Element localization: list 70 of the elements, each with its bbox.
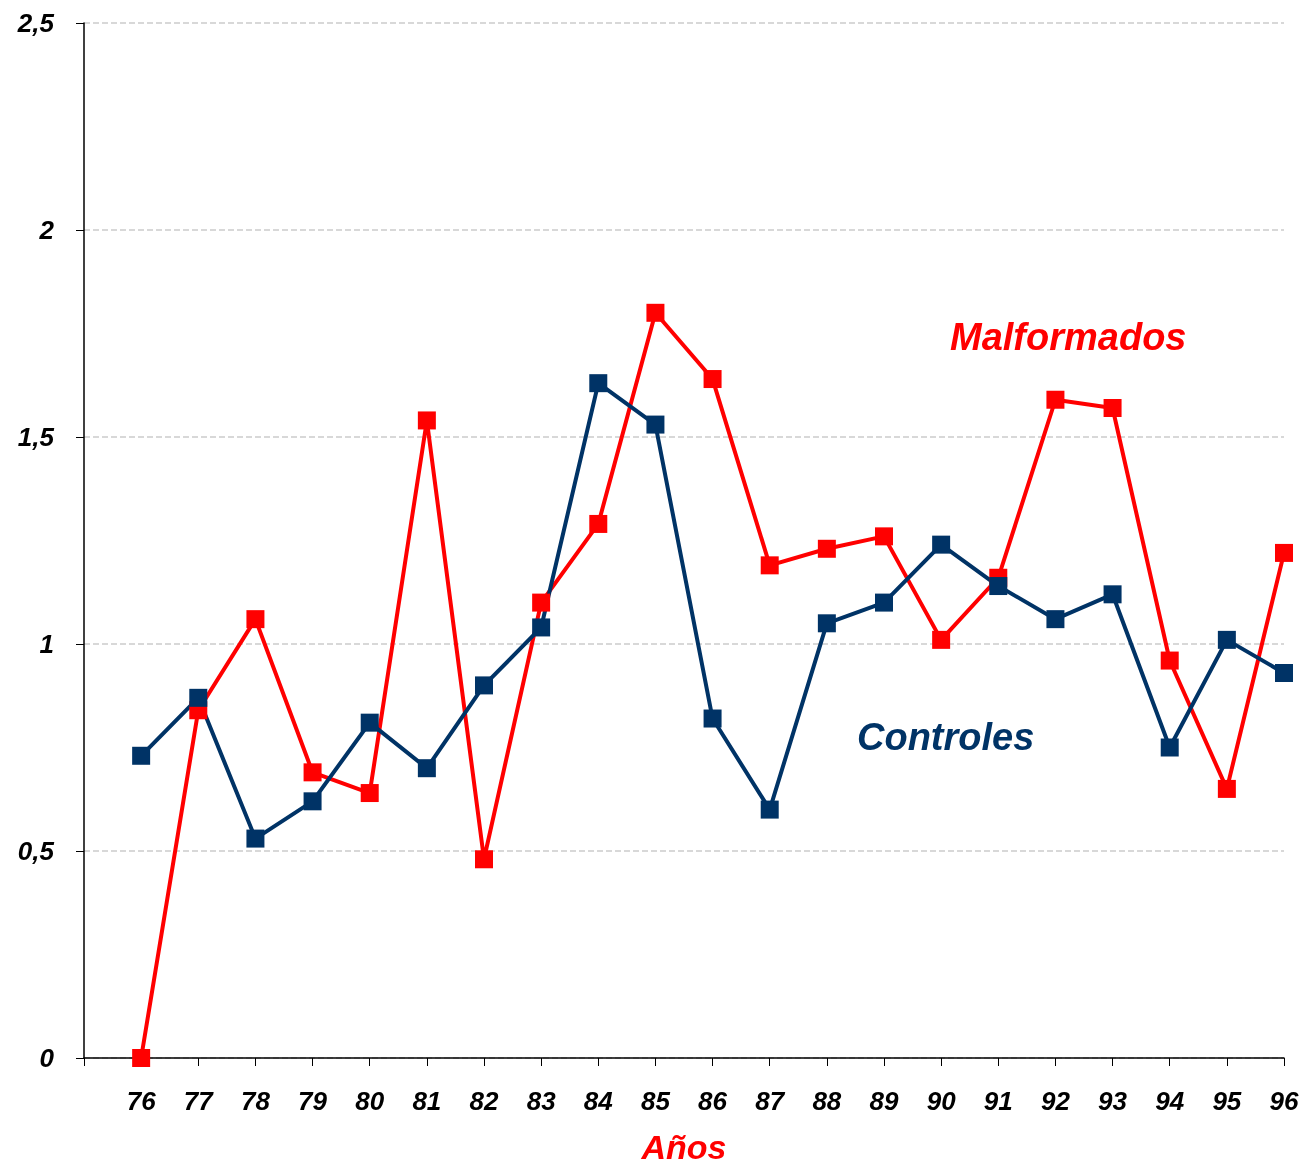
- point: [1160, 738, 1179, 757]
- point: [417, 411, 436, 430]
- point: [989, 577, 1008, 596]
- x-tick-label: 88: [812, 1086, 842, 1116]
- point: [1217, 779, 1236, 798]
- point: [760, 800, 779, 819]
- point: [589, 514, 608, 533]
- x-tick-label: 79: [298, 1086, 328, 1116]
- point: [1160, 651, 1179, 670]
- point: [875, 527, 893, 546]
- x-tick-label: 92: [1040, 1086, 1071, 1116]
- point: [1046, 610, 1065, 629]
- point: [189, 688, 208, 707]
- point: [932, 535, 951, 554]
- x-tick-label: 94: [1155, 1086, 1185, 1116]
- y-tick-label: 2: [38, 215, 55, 245]
- x-tick-label: 78: [240, 1086, 271, 1116]
- point: [132, 1049, 151, 1067]
- point: [1103, 585, 1122, 604]
- x-tick-label: 76: [126, 1086, 157, 1116]
- point: [1217, 630, 1236, 649]
- x-tick-label: 83: [526, 1086, 557, 1116]
- x-tick-label: 93: [1098, 1086, 1128, 1116]
- point: [475, 676, 493, 695]
- x-tick-label: 96: [1269, 1086, 1299, 1116]
- x-axis-title: Años: [640, 1128, 727, 1166]
- series-label: Malformados: [950, 316, 1187, 358]
- y-tick-label: 1,5: [17, 422, 55, 452]
- point: [1046, 390, 1065, 409]
- x-tick-label: 80: [355, 1086, 385, 1116]
- x-tick-label: 81: [412, 1086, 442, 1116]
- point: [303, 792, 322, 811]
- point: [875, 593, 893, 612]
- x-tick-label: 86: [698, 1086, 728, 1116]
- point: [932, 630, 951, 649]
- x-tick-label: 77: [183, 1086, 215, 1116]
- x-tick-label: 84: [583, 1086, 614, 1116]
- point: [360, 713, 379, 732]
- x-tick-label: 89: [869, 1086, 899, 1116]
- point: [246, 829, 265, 848]
- point: [817, 614, 836, 633]
- x-tick-label: 91: [983, 1086, 1013, 1116]
- point: [532, 618, 551, 637]
- point: [360, 784, 379, 803]
- point: [303, 763, 322, 782]
- point: [475, 850, 493, 869]
- y-tick-label: 0,5: [17, 836, 55, 866]
- point: [703, 370, 722, 389]
- point: [817, 539, 836, 558]
- point: [589, 374, 608, 393]
- x-tick-label: 95: [1212, 1086, 1242, 1116]
- x-tick-label: 82: [469, 1086, 499, 1116]
- y-tick-label: 1: [39, 629, 54, 659]
- series-label: Controles: [857, 716, 1035, 758]
- x-tick-label: 85: [640, 1086, 671, 1116]
- point: [760, 556, 779, 575]
- y-tick-label: 0: [39, 1043, 55, 1073]
- point: [246, 610, 265, 629]
- point: [1103, 399, 1122, 418]
- point: [417, 759, 436, 778]
- point: [1275, 543, 1293, 562]
- point: [1275, 663, 1293, 682]
- x-tick-label: 87: [755, 1086, 786, 1116]
- point: [646, 415, 665, 434]
- point: [703, 709, 722, 728]
- y-tick-label: 2,5: [16, 8, 55, 38]
- point: [132, 746, 151, 765]
- point: [646, 303, 665, 322]
- point: [532, 593, 551, 612]
- x-tick-label: 90: [926, 1086, 957, 1116]
